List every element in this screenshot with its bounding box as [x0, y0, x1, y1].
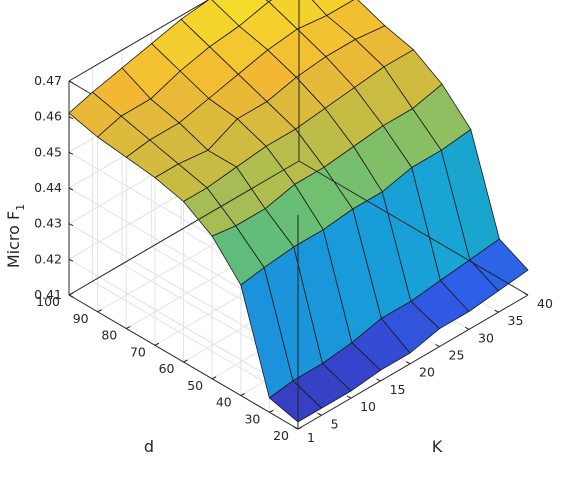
- y-tick-label: 20: [273, 428, 289, 443]
- x-tick-mark: [317, 412, 322, 416]
- y-tick-label: 100: [36, 294, 60, 309]
- z-tick-mark: [68, 223, 74, 227]
- x-tick-mark: [405, 361, 411, 365]
- z-tick-mark: [68, 258, 74, 262]
- x-tick-mark: [293, 426, 299, 430]
- right-bottom-edge: [298, 160, 529, 296]
- y-tick-mark: [297, 426, 303, 430]
- y-tick-mark: [240, 393, 245, 396]
- z-tick-label: 0.44: [34, 180, 62, 195]
- y-tick-mark: [68, 292, 74, 296]
- z-axis-label-subscript: 1: [14, 204, 27, 211]
- z-tick-label: 0.41: [34, 287, 62, 302]
- z-axis-label: Micro F1: [4, 204, 27, 268]
- x-tick-label: 20: [419, 365, 435, 380]
- x-axis-label: K: [432, 437, 443, 456]
- front-bottom-edge-k: [297, 294, 529, 430]
- y-tick-mark: [269, 409, 274, 413]
- z-tick-mark: [68, 116, 74, 120]
- y-tick-label: 30: [244, 411, 260, 426]
- z-tick-mark: [68, 294, 74, 298]
- x-tick-mark: [464, 326, 470, 330]
- y-tick-label: 90: [73, 311, 89, 326]
- x-tick-label: 25: [449, 348, 465, 363]
- y-tick-label: 50: [187, 378, 203, 393]
- z-tick-label: 0.47: [34, 73, 62, 88]
- y-tick-label: 40: [216, 395, 232, 410]
- y-tick-label: 80: [101, 328, 117, 343]
- z-tick-label: 0.43: [34, 216, 62, 231]
- x-tick-mark: [494, 309, 499, 313]
- z-tick-label: 0.45: [34, 144, 62, 159]
- tick-labels: 0.41 0.42 0.43 0.44 0.45 0.46 0.47 20 30 40 50 60 70…: [34, 73, 553, 445]
- z-tick-mark: [68, 187, 74, 191]
- x-tick-label: 15: [390, 382, 406, 397]
- z-tick-mark: [68, 151, 74, 155]
- surface-mesh: [68, 0, 529, 423]
- z-tick-label: 0.42: [34, 251, 62, 266]
- x-tick-label: 1: [307, 430, 315, 445]
- x-tick-mark: [523, 292, 529, 296]
- y-tick-label: 60: [159, 361, 175, 376]
- x-tick-label: 35: [508, 313, 524, 328]
- z-tick-mark: [68, 80, 74, 84]
- y-tick-mark: [97, 309, 102, 313]
- back-bottom-edge: [68, 160, 300, 296]
- y-tick-mark: [126, 326, 131, 329]
- y-axis-label: d: [144, 437, 154, 456]
- x-tick-mark: [376, 378, 381, 382]
- back-top-edge-right: [68, 0, 210, 82]
- z-tick-label: 0.46: [34, 109, 62, 124]
- surface-cell: [469, 238, 529, 292]
- x-tick-mark: [346, 395, 352, 399]
- y-tick-mark: [183, 359, 188, 363]
- x-tick-mark: [435, 344, 440, 347]
- x-tick-label: 10: [360, 399, 376, 414]
- x-tick-label: 5: [331, 416, 339, 431]
- x-tick-label: 40: [537, 296, 553, 311]
- y-tick-mark: [211, 376, 217, 380]
- x-tick-label: 30: [478, 330, 494, 345]
- y-tick-mark: [154, 342, 160, 346]
- y-tick-label: 70: [130, 344, 146, 359]
